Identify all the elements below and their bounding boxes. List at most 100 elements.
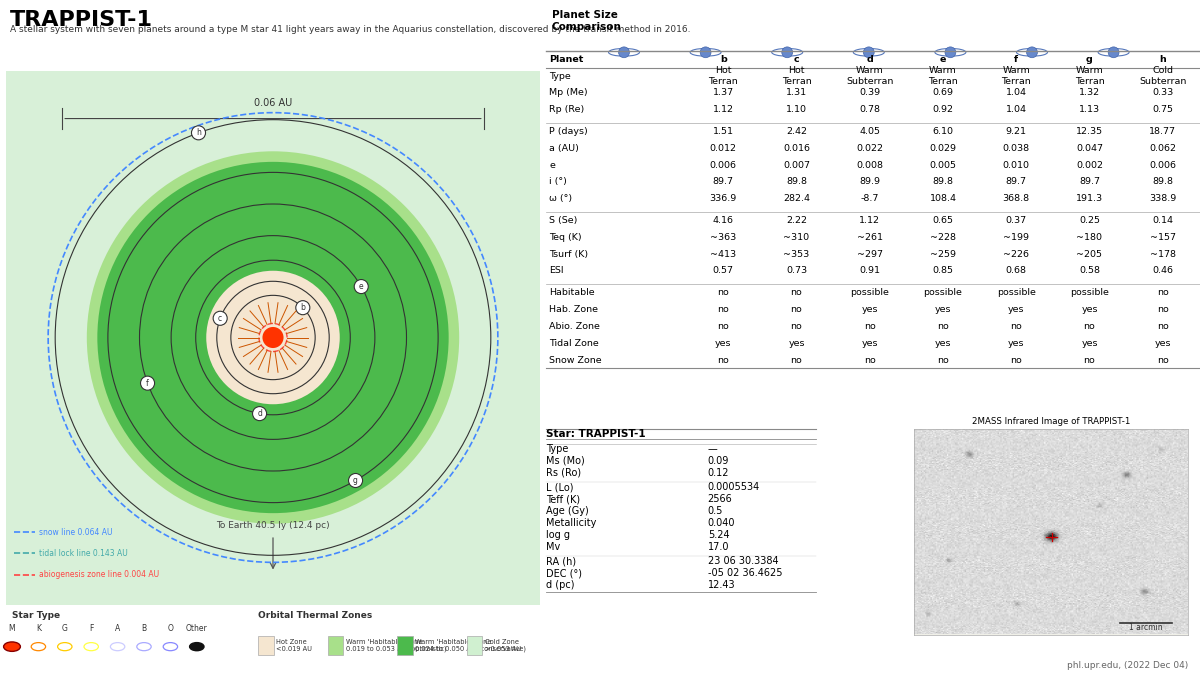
Text: Cold
Subterran: Cold Subterran bbox=[1139, 66, 1187, 86]
Text: Hot
Terran: Hot Terran bbox=[708, 66, 738, 86]
Text: ~413: ~413 bbox=[710, 250, 737, 259]
Circle shape bbox=[214, 311, 227, 325]
Text: A stellar system with seven planets around a type M star 41 light years away in : A stellar system with seven planets arou… bbox=[10, 25, 690, 34]
Text: Teq (K): Teq (K) bbox=[550, 233, 582, 242]
Text: 0.25: 0.25 bbox=[1079, 216, 1100, 225]
Text: ~199: ~199 bbox=[1003, 233, 1030, 242]
Text: 0.39: 0.39 bbox=[859, 88, 881, 97]
Circle shape bbox=[781, 47, 793, 58]
Text: 336.9: 336.9 bbox=[709, 194, 737, 203]
Text: M: M bbox=[8, 624, 16, 633]
Text: 89.7: 89.7 bbox=[713, 178, 733, 186]
Text: K: K bbox=[36, 624, 41, 633]
Text: 0.58: 0.58 bbox=[1079, 267, 1100, 275]
Text: 0.14: 0.14 bbox=[1152, 216, 1174, 225]
Text: 89.8: 89.8 bbox=[1152, 178, 1174, 186]
Circle shape bbox=[348, 473, 362, 487]
Text: 2.22: 2.22 bbox=[786, 216, 806, 225]
Text: RA (h): RA (h) bbox=[546, 556, 576, 566]
Circle shape bbox=[86, 151, 460, 524]
Text: 0.33: 0.33 bbox=[1152, 88, 1174, 97]
Text: abiogenesis zone line 0.004 AU: abiogenesis zone line 0.004 AU bbox=[38, 570, 158, 579]
Text: ~226: ~226 bbox=[1003, 250, 1030, 259]
Circle shape bbox=[140, 376, 155, 390]
Text: Abio. Zone: Abio. Zone bbox=[550, 322, 600, 331]
Circle shape bbox=[97, 162, 449, 513]
Text: 0.57: 0.57 bbox=[713, 267, 733, 275]
Text: 0.68: 0.68 bbox=[1006, 267, 1027, 275]
Text: possible: possible bbox=[851, 288, 889, 297]
Text: 0.040: 0.040 bbox=[708, 518, 736, 528]
Text: -05 02 36.4625: -05 02 36.4625 bbox=[708, 568, 782, 578]
Text: no: no bbox=[937, 322, 949, 331]
Title: 2MASS Infrared Image of TRAPPIST-1: 2MASS Infrared Image of TRAPPIST-1 bbox=[972, 417, 1130, 427]
Text: 1.32: 1.32 bbox=[1079, 88, 1100, 97]
Text: no: no bbox=[1157, 356, 1169, 365]
Text: 12.43: 12.43 bbox=[708, 580, 736, 590]
Circle shape bbox=[295, 300, 310, 315]
Text: ~261: ~261 bbox=[857, 233, 883, 242]
Text: Hot
Terran: Hot Terran bbox=[781, 66, 811, 86]
Text: yes: yes bbox=[862, 304, 878, 314]
Text: ~180: ~180 bbox=[1076, 233, 1103, 242]
Text: e: e bbox=[359, 282, 364, 291]
Text: 89.9: 89.9 bbox=[859, 178, 881, 186]
Text: yes: yes bbox=[935, 339, 952, 348]
Text: Planet Size
Comparison: Planet Size Comparison bbox=[552, 10, 622, 32]
Text: 0.78: 0.78 bbox=[859, 105, 881, 114]
Text: no: no bbox=[718, 356, 730, 365]
Text: yes: yes bbox=[715, 339, 732, 348]
Text: 1.04: 1.04 bbox=[1006, 88, 1027, 97]
Text: Warm
Subterran: Warm Subterran bbox=[846, 66, 894, 86]
Text: b: b bbox=[300, 303, 305, 313]
Text: Warm 'Habitable' Zone
0.019 to 0.053 AU (optimistic): Warm 'Habitable' Zone 0.019 to 0.053 AU … bbox=[346, 639, 446, 652]
Text: 0.006: 0.006 bbox=[1150, 161, 1176, 169]
Text: ~310: ~310 bbox=[784, 233, 810, 242]
Text: 108.4: 108.4 bbox=[930, 194, 956, 203]
Text: F: F bbox=[89, 624, 94, 633]
Text: 0.91: 0.91 bbox=[859, 267, 881, 275]
Text: no: no bbox=[791, 356, 803, 365]
Text: 338.9: 338.9 bbox=[1150, 194, 1176, 203]
Text: 0.047: 0.047 bbox=[1076, 144, 1103, 153]
Text: i (°): i (°) bbox=[550, 178, 568, 186]
Text: 0.09: 0.09 bbox=[708, 456, 730, 466]
Text: S (Se): S (Se) bbox=[550, 216, 577, 225]
Circle shape bbox=[252, 406, 266, 421]
Circle shape bbox=[0, 0, 673, 675]
Text: 1.04: 1.04 bbox=[1006, 105, 1027, 114]
Text: no: no bbox=[718, 288, 730, 297]
Text: ~178: ~178 bbox=[1150, 250, 1176, 259]
Text: possible: possible bbox=[997, 288, 1036, 297]
Text: no: no bbox=[718, 322, 730, 331]
Text: 0.37: 0.37 bbox=[1006, 216, 1027, 225]
Text: 0.016: 0.016 bbox=[782, 144, 810, 153]
Text: Mv: Mv bbox=[546, 542, 560, 552]
Text: Planet: Planet bbox=[550, 55, 583, 63]
Text: possible: possible bbox=[924, 288, 962, 297]
Text: f: f bbox=[1014, 55, 1019, 63]
Text: L (Lo): L (Lo) bbox=[546, 482, 574, 492]
Text: 1.10: 1.10 bbox=[786, 105, 806, 114]
Text: ~228: ~228 bbox=[930, 233, 956, 242]
Text: no: no bbox=[864, 322, 876, 331]
Text: A: A bbox=[115, 624, 120, 633]
Text: Orbital Thermal Zones: Orbital Thermal Zones bbox=[258, 611, 372, 620]
Text: Hab. Zone: Hab. Zone bbox=[550, 304, 599, 314]
Text: 0.0005534: 0.0005534 bbox=[708, 482, 760, 492]
Text: yes: yes bbox=[788, 339, 805, 348]
Text: B: B bbox=[142, 624, 146, 633]
Text: 0.022: 0.022 bbox=[857, 144, 883, 153]
Text: 1.13: 1.13 bbox=[1079, 105, 1100, 114]
Text: yes: yes bbox=[1008, 304, 1025, 314]
Text: yes: yes bbox=[1081, 304, 1098, 314]
Text: TRAPPIST-1: TRAPPIST-1 bbox=[10, 10, 152, 30]
Text: h: h bbox=[1159, 55, 1166, 63]
Text: no: no bbox=[791, 304, 803, 314]
Text: yes: yes bbox=[1154, 339, 1171, 348]
Text: 0.038: 0.038 bbox=[1003, 144, 1030, 153]
Text: 0.012: 0.012 bbox=[709, 144, 737, 153]
Text: To Earth 40.5 ly (12.4 pc): To Earth 40.5 ly (12.4 pc) bbox=[216, 520, 330, 530]
Text: 0.007: 0.007 bbox=[782, 161, 810, 169]
Text: e: e bbox=[550, 161, 556, 169]
